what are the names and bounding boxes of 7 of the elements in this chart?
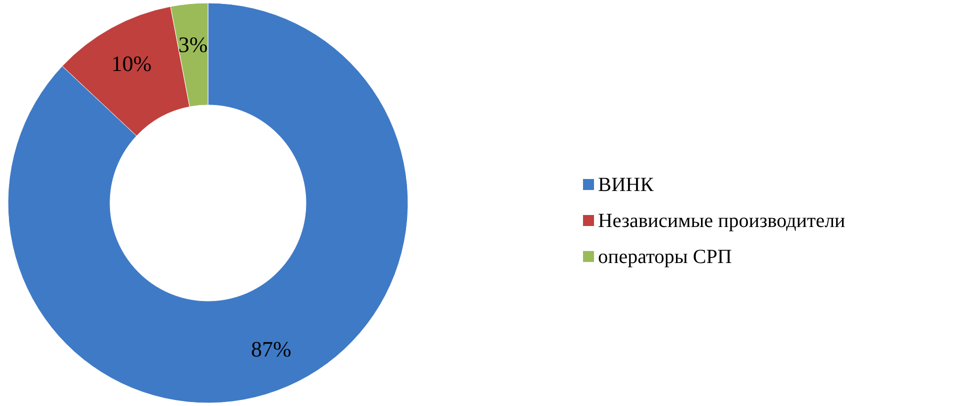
- legend-label: Независимые производители: [598, 210, 846, 232]
- donut-slice: [8, 2, 408, 404]
- data-label: 87%: [250, 336, 292, 362]
- legend-label: операторы СРП: [598, 246, 732, 268]
- legend-label: ВИНК: [598, 174, 654, 196]
- data-label: 10%: [111, 51, 152, 76]
- data-label: 3%: [178, 32, 208, 58]
